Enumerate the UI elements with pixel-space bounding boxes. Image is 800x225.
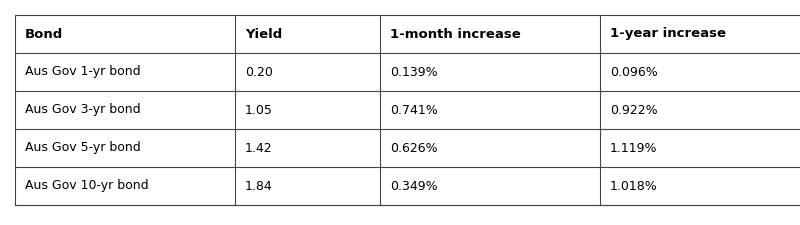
- Bar: [15, 15, 800, 205]
- Text: 0.096%: 0.096%: [610, 65, 658, 79]
- Text: 1.05: 1.05: [245, 104, 273, 117]
- Text: 1-year increase: 1-year increase: [610, 27, 726, 40]
- Text: 1.018%: 1.018%: [610, 180, 658, 193]
- Text: 1.119%: 1.119%: [610, 142, 658, 155]
- Text: 0.139%: 0.139%: [390, 65, 438, 79]
- Text: 0.922%: 0.922%: [610, 104, 658, 117]
- Text: 0.20: 0.20: [245, 65, 273, 79]
- Text: 0.626%: 0.626%: [390, 142, 438, 155]
- Text: 0.349%: 0.349%: [390, 180, 438, 193]
- Text: Aus Gov 3-yr bond: Aus Gov 3-yr bond: [25, 104, 141, 117]
- Text: Yield: Yield: [245, 27, 282, 40]
- Text: Aus Gov 10-yr bond: Aus Gov 10-yr bond: [25, 180, 149, 193]
- Text: Aus Gov 5-yr bond: Aus Gov 5-yr bond: [25, 142, 141, 155]
- Text: 1.42: 1.42: [245, 142, 273, 155]
- Text: 0.741%: 0.741%: [390, 104, 438, 117]
- Text: 1.84: 1.84: [245, 180, 273, 193]
- Text: 1-month increase: 1-month increase: [390, 27, 521, 40]
- Text: Aus Gov 1-yr bond: Aus Gov 1-yr bond: [25, 65, 141, 79]
- Text: Bond: Bond: [25, 27, 63, 40]
